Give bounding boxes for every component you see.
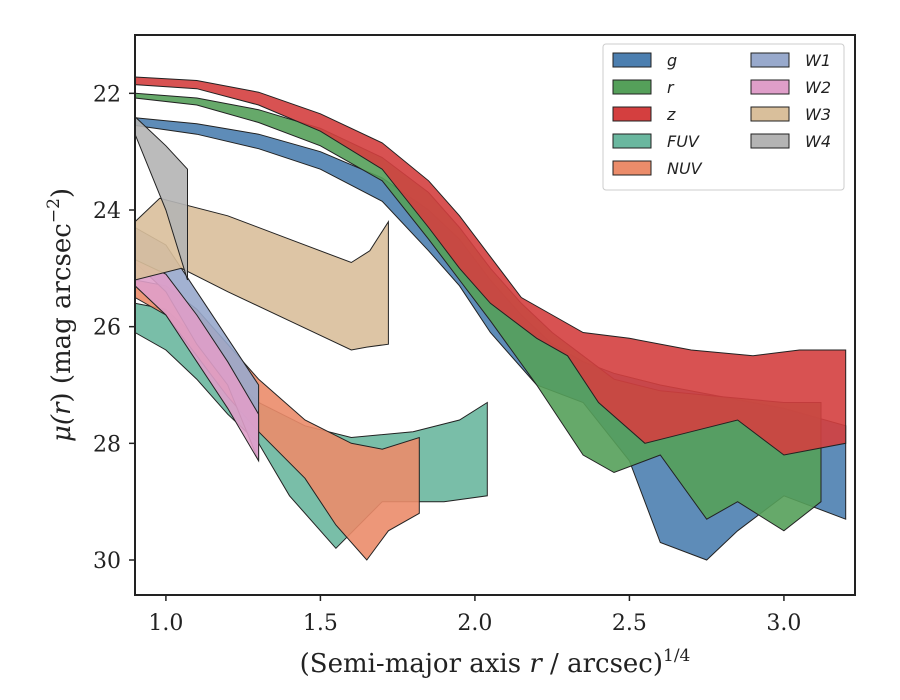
y-tick-label: 22	[93, 82, 121, 107]
legend-label-w3: W3	[805, 105, 831, 124]
legend: grz FUV NUV W1 W2 W3 W4	[602, 43, 845, 191]
x-axis-label-unit: / arcsec)	[542, 649, 663, 679]
x-tick-label: 3.0	[766, 611, 801, 636]
y-axis: 22 24 26 28 30	[93, 82, 135, 574]
x-axis-label-main: (Semi-major axis	[300, 649, 530, 679]
legend-label-w4: W4	[805, 132, 831, 151]
x-axis-label-var: r	[529, 649, 543, 679]
y-axis-label-close: )	[47, 188, 77, 198]
legend-swatch-fuv	[612, 133, 652, 149]
legend-label-fuv: FUV	[667, 132, 700, 151]
legend-swatch-w4	[750, 133, 790, 149]
area-w2	[134, 258, 260, 463]
legend-label-w2: W2	[805, 78, 831, 97]
x-tick-label: 1.5	[303, 611, 338, 636]
legend-label-r: r	[667, 78, 675, 97]
y-axis-label-mu: μ(	[47, 414, 77, 442]
x-axis-label: (Semi-major axis r / arcsec)1/4	[300, 646, 691, 679]
legend-swatch-r	[612, 79, 652, 95]
y-axis-label: μ(r) (mag arcsec−2)	[44, 188, 77, 442]
y-tick-label: 28	[93, 432, 121, 457]
legend-swatch-g	[612, 52, 652, 68]
x-tick-label: 2.5	[612, 611, 647, 636]
x-axis-label-exponent: 1/4	[663, 646, 690, 666]
y-tick-label: 30	[93, 549, 121, 574]
x-tick-label: 1.0	[148, 611, 183, 636]
legend-label-nuv: NUV	[667, 159, 703, 178]
legend-swatch-w1	[750, 52, 790, 68]
legend-label-w1: W1	[805, 51, 831, 70]
plot-frame	[134, 34, 856, 596]
x-tick-label: 2.0	[457, 611, 492, 636]
area-w3	[134, 197, 389, 351]
legend-swatch-w3	[750, 106, 790, 122]
chart-areas	[134, 76, 847, 561]
y-axis-label-rest: ) (mag arcsec	[47, 223, 77, 402]
y-tick-label: 26	[93, 316, 121, 341]
legend-label-z: z	[666, 105, 676, 124]
y-axis-label-exponent: −2	[44, 198, 64, 223]
legend-swatch-w2	[750, 79, 790, 95]
x-axis: 1.0 1.5 2.0 2.5 3.0	[148, 595, 801, 636]
area-z	[134, 76, 847, 456]
legend-swatch-z	[612, 106, 652, 122]
legend-swatch-nuv	[612, 160, 652, 176]
y-axis-label-var: r	[47, 401, 77, 415]
y-tick-label: 24	[93, 199, 121, 224]
legend-label-g: g	[667, 51, 677, 70]
